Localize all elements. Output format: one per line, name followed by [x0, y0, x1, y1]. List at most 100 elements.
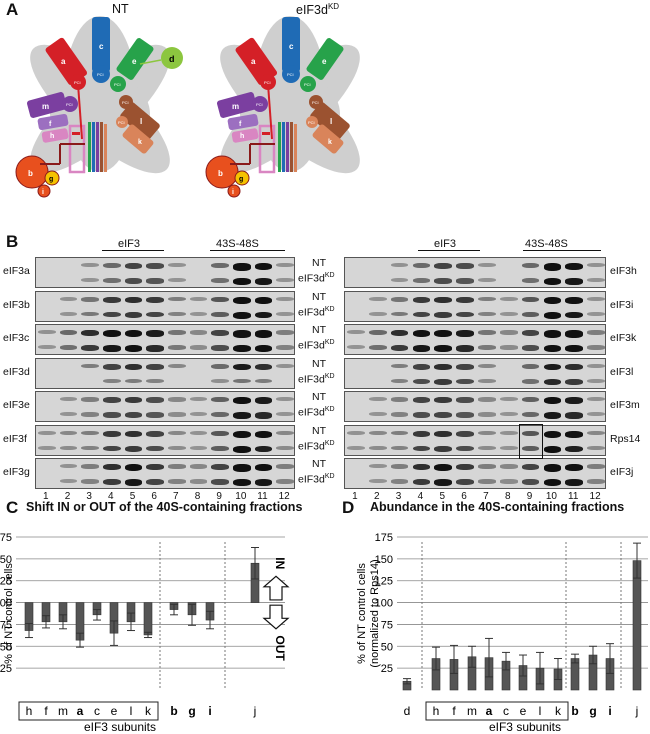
chart-c-svg: 25 50 75 100 125 150 175 % of NT control cells h…: [0, 532, 290, 734]
blot-band: [368, 330, 387, 336]
blot-band: [478, 445, 496, 451]
blot-band: [587, 430, 605, 436]
blot-band: [211, 363, 229, 369]
blot-band: [412, 464, 431, 471]
blot-band: [499, 296, 518, 301]
blot-band: [146, 296, 164, 303]
blot-band: [254, 263, 273, 271]
category-label-e: e: [111, 704, 118, 718]
blot-band: [233, 311, 251, 319]
blot-band: [146, 330, 164, 337]
blot-band: [276, 445, 294, 451]
blot-band: [456, 464, 474, 471]
blot-band: [565, 464, 584, 472]
blot-band: [103, 296, 121, 303]
blot-band: [412, 296, 431, 303]
blot-band: [478, 378, 496, 384]
blot-band: [103, 278, 121, 284]
blot-band: [168, 296, 186, 302]
blot-band: [368, 412, 387, 417]
blot-band: [124, 263, 143, 269]
blot-band: [478, 397, 496, 402]
blot-label-eif3d: eIF3d: [3, 365, 30, 378]
category-label-h: h: [26, 704, 33, 718]
blot-band: [211, 311, 229, 317]
col-header-43s-right: 43S-48S: [525, 238, 568, 250]
blot-label-eif3e: eIF3e: [3, 399, 30, 411]
blot-band: [565, 296, 584, 304]
blot-band: [103, 330, 121, 338]
blot-band: [412, 445, 431, 452]
blot-band: [521, 363, 540, 369]
blot-band: [543, 430, 562, 438]
blot-band: [211, 378, 229, 383]
blot-band: [390, 479, 409, 484]
blot-band: [81, 311, 99, 317]
blot-label-eif3f: eIF3f: [3, 432, 27, 445]
fraction-number: 10: [545, 491, 557, 502]
blot-band: [434, 397, 453, 404]
blot-band: [412, 479, 431, 486]
blot-band: [103, 464, 121, 471]
blot-band: [390, 278, 409, 283]
blot-band: [368, 397, 387, 402]
blot-band: [456, 330, 474, 337]
blot-band: [368, 430, 387, 436]
blot-band: [587, 464, 605, 469]
blot-band: [168, 330, 186, 335]
blot-band: [81, 330, 99, 337]
blot-band: [565, 345, 584, 353]
blot-band: [368, 479, 387, 484]
blot-band: [146, 363, 164, 370]
panel-c-title: Shift IN or OUT of the 40S-containing fr…: [26, 500, 303, 514]
fraction-number: 9: [216, 491, 222, 502]
blot-band: [168, 311, 186, 317]
blot-band: [368, 311, 387, 316]
blot-band: [347, 345, 365, 350]
blot-band: [103, 445, 121, 452]
blot-band: [168, 479, 186, 484]
blot-band: [521, 445, 540, 451]
fraction-number: 10: [235, 491, 247, 502]
43s-fraction-bar-right: [523, 250, 601, 251]
y-tick-label: 150: [375, 554, 393, 566]
blot-band: [146, 412, 164, 418]
blot-band: [390, 464, 409, 469]
blot-band: [124, 479, 143, 486]
y-tick-label: 175: [0, 532, 12, 544]
blot-band: [254, 363, 273, 370]
kd-label: eIF3dKD: [298, 473, 335, 486]
fraction-number: 1: [352, 491, 358, 502]
blot-band: [456, 345, 474, 352]
blot-band: [233, 412, 251, 419]
blot-band: [478, 278, 496, 283]
blot-band: [587, 278, 605, 283]
blot-band: [565, 430, 584, 438]
blot-band: [390, 397, 409, 402]
nt-label: NT: [312, 424, 326, 437]
fraction-number: 6: [461, 491, 467, 502]
blot-band: [456, 445, 474, 452]
blot-band: [124, 430, 143, 437]
category-label-l: l: [130, 704, 133, 718]
blot-band: [38, 445, 56, 450]
panel-d-title: Abundance in the 40S-containing fraction…: [370, 500, 625, 514]
blot-band: [499, 330, 518, 335]
blot-band: [189, 412, 208, 417]
diagram-kd: [201, 14, 379, 199]
blot-strip-eif3i: [344, 290, 606, 322]
blot-band: [499, 311, 518, 316]
blot-band: [276, 464, 294, 469]
blot-strip-eif3e: [35, 391, 295, 422]
y-axis-label: % of NT control cells: [356, 563, 368, 664]
fraction-number: 11: [568, 491, 579, 502]
blot-band: [521, 278, 540, 284]
blot-band: [233, 445, 251, 453]
blot-band: [168, 345, 186, 350]
blot-band: [124, 363, 143, 370]
blot-band: [412, 263, 431, 269]
blot-band: [412, 412, 431, 418]
blot-band: [276, 412, 294, 417]
blot-band: [587, 330, 605, 335]
blot-band: [565, 330, 584, 338]
